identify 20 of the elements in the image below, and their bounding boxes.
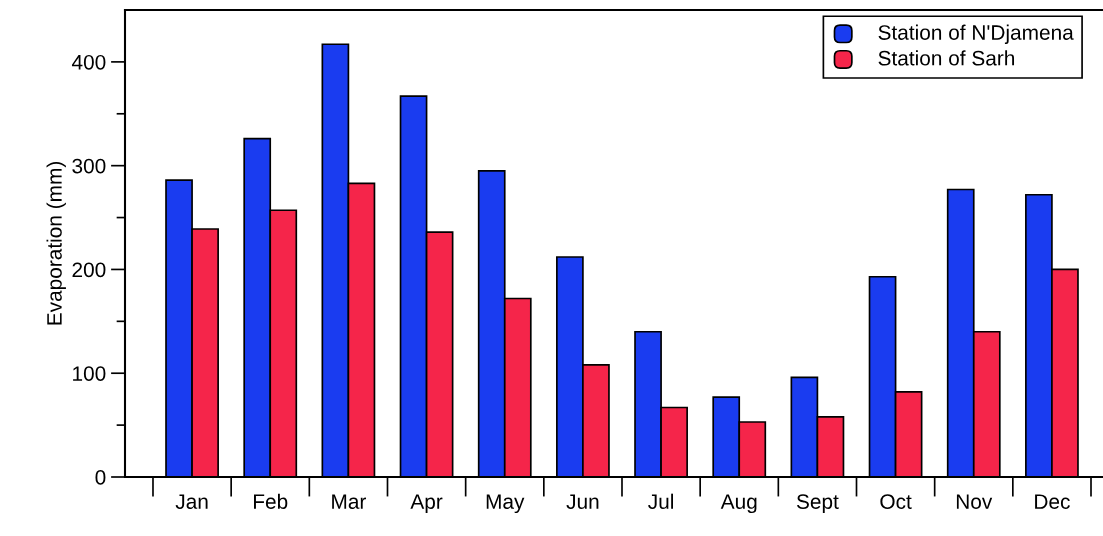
legend-label: Station of N'Djamena (878, 24, 1074, 44)
x-tick-label: Oct (880, 494, 912, 509)
x-tick-label: Sept (796, 494, 839, 514)
x-tick-label: Feb (254, 493, 288, 509)
y-tick-label: 200 (72, 262, 106, 278)
x-tick-label: Nov (956, 494, 993, 509)
x-tick-label: Aug (720, 494, 757, 514)
legend-label: Station of Sarh (878, 50, 1015, 66)
x-tick-label: May (486, 494, 525, 514)
x-tick-label: Jan (175, 494, 208, 509)
x-tick-label: Mar (332, 494, 366, 509)
x-tick-label: Jun (566, 494, 599, 509)
y-tick-label: 0 (95, 470, 106, 485)
x-tick-label: Jul (648, 493, 673, 509)
x-tick-label: Apr (410, 494, 443, 514)
y-tick-label: 100 (73, 366, 106, 381)
y-tick-label: 400 (71, 54, 106, 70)
y-tick-label: 300 (72, 158, 106, 174)
x-tick-label: Dec (1035, 494, 1070, 509)
y-axis-title: Evaporation (mm) (46, 162, 66, 325)
